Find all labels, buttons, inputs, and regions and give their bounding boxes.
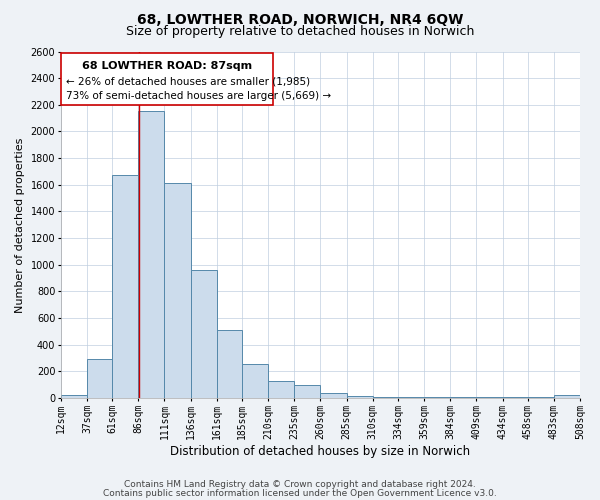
Bar [242,364,268,398]
Text: Contains public sector information licensed under the Open Government Licence v3: Contains public sector information licen… [103,488,497,498]
Text: ← 26% of detached houses are smaller (1,985): ← 26% of detached houses are smaller (1,… [66,77,310,87]
Bar [139,112,164,398]
Bar [294,385,320,398]
Text: Contains HM Land Registry data © Crown copyright and database right 2024.: Contains HM Land Registry data © Crown c… [124,480,476,489]
FancyBboxPatch shape [61,53,274,106]
Bar [347,396,373,398]
Text: 73% of semi-detached houses are larger (5,669) →: 73% of semi-detached houses are larger (… [66,91,331,101]
Bar [191,270,217,398]
Bar [112,176,139,398]
Bar [268,382,294,398]
Bar [554,396,580,398]
Bar [87,359,112,398]
Bar [61,396,87,398]
Text: 68 LOWTHER ROAD: 87sqm: 68 LOWTHER ROAD: 87sqm [82,61,252,71]
Bar [164,184,191,398]
X-axis label: Distribution of detached houses by size in Norwich: Distribution of detached houses by size … [170,444,470,458]
Y-axis label: Number of detached properties: Number of detached properties [15,137,25,312]
Bar [320,394,347,398]
Text: Size of property relative to detached houses in Norwich: Size of property relative to detached ho… [126,25,474,38]
Text: 68, LOWTHER ROAD, NORWICH, NR4 6QW: 68, LOWTHER ROAD, NORWICH, NR4 6QW [137,12,463,26]
Bar [217,330,242,398]
